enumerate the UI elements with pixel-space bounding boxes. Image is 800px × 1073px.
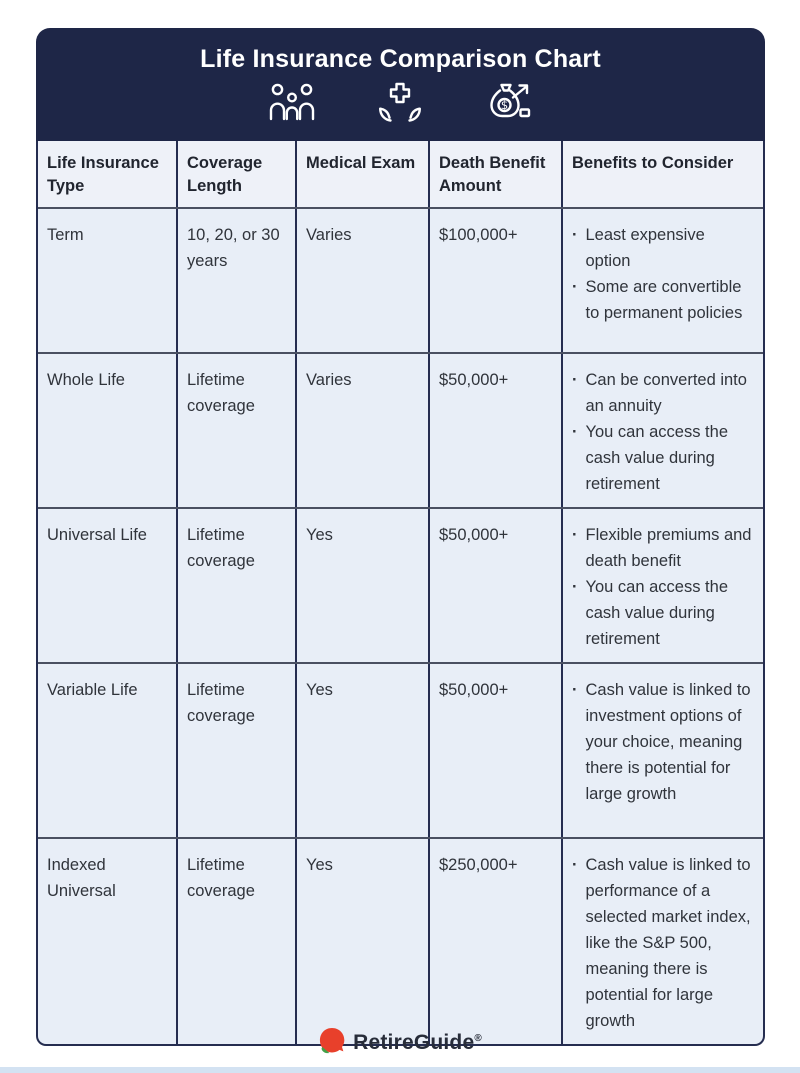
table-header-row: Life Insurance Type Coverage Length Medi… [38,141,763,207]
money-growth-icon: $ [484,81,534,123]
table-row-term: Term 10, 20, or 30 years Varies $100,000… [38,207,763,352]
footer-brand: RetireGuide® [353,1031,482,1054]
benefits-list: · Cash value is linked to investment opti… [572,677,753,807]
family-icon [268,81,316,123]
benefits-list: · Least expensive option · Some are conver… [572,222,753,326]
benefit-item: · Least expensive option [572,222,753,274]
benefit-item: · Flexible premiums and death benefit [572,522,753,574]
column-header-benefits: Benefits to Consider [561,141,763,207]
bullet-glyph: · [572,578,578,596]
registered-trademark: ® [474,1033,482,1044]
cell-coverage-length: Lifetime coverage [176,354,295,507]
cell-medical-exam: Varies [295,354,428,507]
cell-medical-exam: Yes [295,509,428,662]
banner-icons: $ [36,81,765,123]
table-row-variable-life: Variable Life Lifetime coverage Yes $50,… [38,662,763,837]
benefits-list: · Flexible premiums and death benefit · Yo… [572,522,753,652]
cell-coverage-length: Lifetime coverage [176,509,295,662]
cell-type: Term [47,226,84,244]
cell-medical-exam: Varies [295,209,428,352]
benefit-item: · Cash value is linked to investment opti… [572,677,753,807]
bullet-glyph: · [572,526,578,544]
page-title: Life Insurance Comparison Chart [200,45,601,73]
benefit-item: · Cash value is linked to performance of … [572,852,753,1034]
comparison-table: Life Insurance Type Coverage Length Medi… [36,141,765,1046]
retireguide-logo-icon [318,1026,345,1060]
bullet-glyph: · [572,278,578,296]
benefit-item: · Can be converted into an annuity [572,367,753,419]
bullet-glyph: · [572,681,578,699]
cell-type: Whole Life [47,371,125,389]
column-header-coverage-length: Coverage Length [176,141,295,207]
cell-medical-exam: Yes [295,839,428,1044]
cell-benefits: · Cash value is linked to investment opti… [561,664,763,837]
bullet-glyph: · [572,856,578,874]
svg-text:$: $ [500,98,507,112]
benefit-item: · You can access the cash value during re… [572,419,753,497]
cell-type: Indexed Universal [47,856,116,900]
cell-benefits: · Least expensive option · Some are conver… [561,209,763,352]
bullet-glyph: · [572,423,578,441]
table-row-universal-life: Universal Life Lifetime coverage Yes $50… [38,507,763,662]
table-row-whole-life: Whole Life Lifetime coverage Varies $50,… [38,352,763,507]
cell-coverage-length: Lifetime coverage [176,664,295,837]
cell-type: Variable Life [47,681,138,699]
cell-death-benefit: $100,000+ [428,209,561,352]
cell-benefits: · Flexible premiums and death benefit · Yo… [561,509,763,662]
table-row-indexed-universal: Indexed Universal Lifetime coverage Yes … [38,837,763,1044]
bullet-glyph: · [572,371,578,389]
cell-coverage-length: Lifetime coverage [176,839,295,1044]
column-header-death-benefit: Death Benefit Amount [428,141,561,207]
cell-death-benefit: $50,000+ [428,509,561,662]
cell-benefits: · Cash value is linked to performance of … [561,839,763,1044]
column-header-type: Life Insurance Type [47,154,159,195]
cell-death-benefit: $50,000+ [428,664,561,837]
medical-care-icon [376,81,424,123]
cell-medical-exam: Yes [295,664,428,837]
cell-death-benefit: $250,000+ [428,839,561,1044]
header-banner: Life Insurance Comparison Chart [36,28,765,141]
cell-benefits: · Can be converted into an annuity · You c… [561,354,763,507]
benefits-list: · Cash value is linked to performance of … [572,852,753,1034]
benefits-list: · Can be converted into an annuity · You c… [572,367,753,497]
cell-death-benefit: $50,000+ [428,354,561,507]
bottom-strip [0,1067,800,1073]
bullet-glyph: · [572,226,578,244]
column-header-medical-exam: Medical Exam [295,141,428,207]
footer: RetireGuide® [0,1026,800,1060]
cell-type: Universal Life [47,526,147,544]
benefit-item: · You can access the cash value during re… [572,574,753,652]
benefit-item: · Some are convertible to permanent polic… [572,274,753,326]
cell-coverage-length: 10, 20, or 30 years [176,209,295,352]
